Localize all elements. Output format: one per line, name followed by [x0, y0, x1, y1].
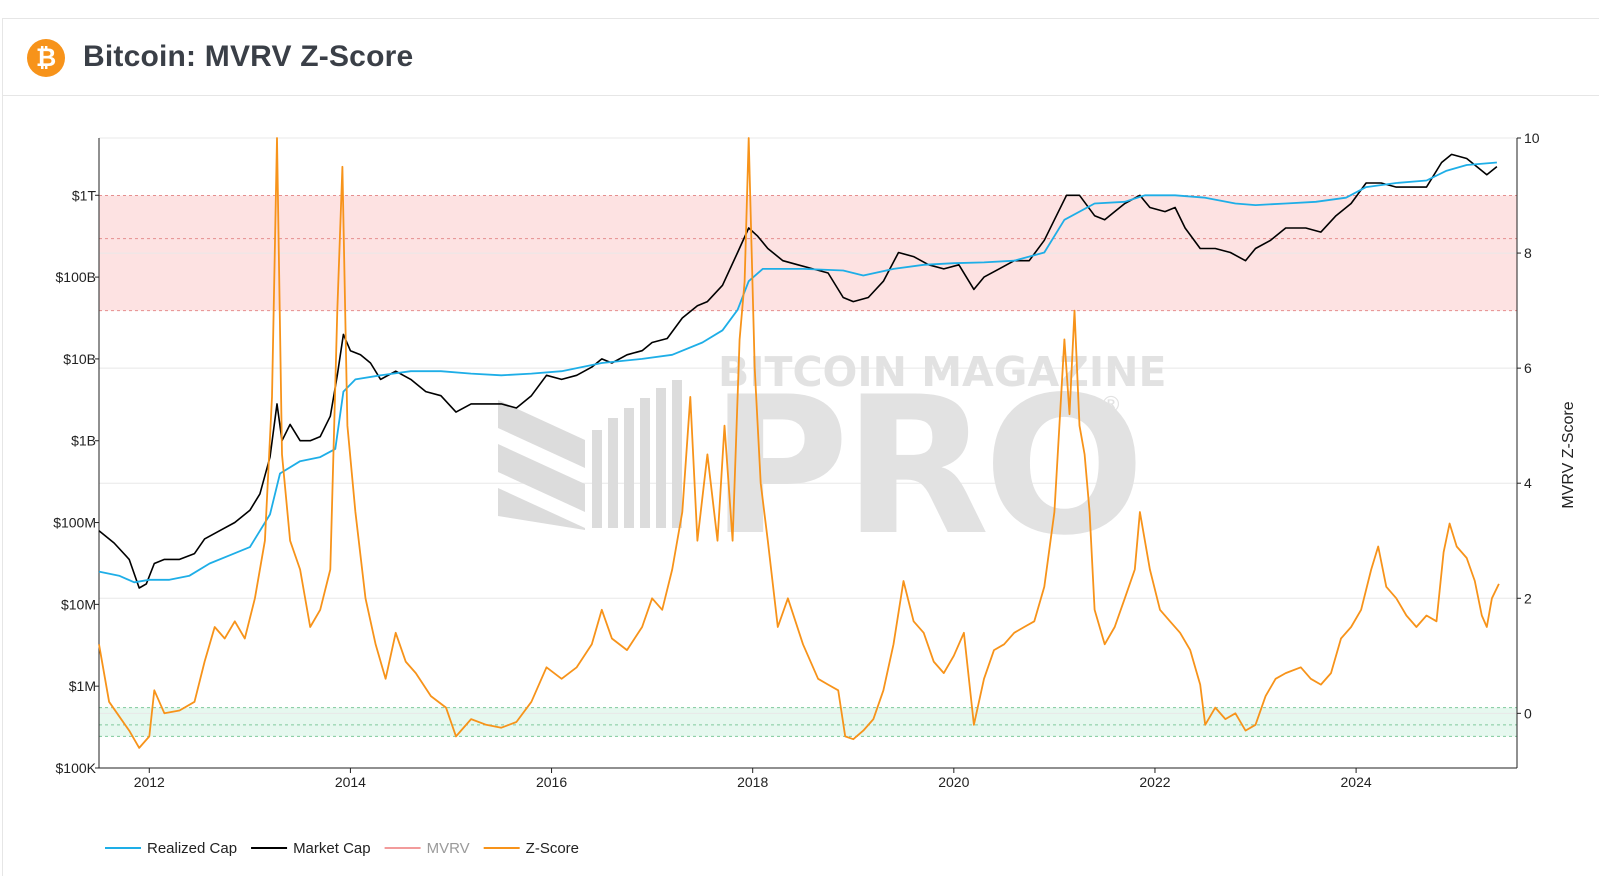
legend-item-mvrv[interactable]: MVRV [384, 840, 470, 857]
x-tick-label-6: 2024 [1341, 774, 1372, 790]
x-tick-label-4: 2020 [938, 774, 969, 790]
series-line-realized-cap [98, 161, 1497, 584]
right-tick-label-4: 8 [1524, 245, 1532, 261]
x-tick-label-3: 2018 [737, 774, 768, 790]
right-tick-label-3: 6 [1524, 360, 1532, 376]
x-tick-label-2: 2016 [536, 774, 567, 790]
legend-item-realized-cap[interactable]: Realized Cap [105, 840, 237, 857]
bitcoin-icon: ₿ [27, 39, 65, 77]
legend-label-mvrv: MVRV [427, 840, 470, 857]
chart-header: ₿ Bitcoin: MVRV Z-Score [3, 19, 1599, 96]
left-tick-label-2: $10M [61, 596, 96, 612]
x-tick-label-1: 2014 [335, 774, 366, 790]
right-tick-label-5: 10 [1524, 130, 1540, 146]
x-axis-ticks: 2012 2014 2016 2018 2020 2022 2024 [134, 768, 1372, 790]
legend-label-market-cap: Market Cap [293, 840, 371, 857]
legend-item-z-score[interactable]: Z-Score [483, 840, 579, 857]
axes [98, 138, 1518, 769]
watermark-registered-mark: ® [1100, 393, 1122, 418]
band-1 [99, 707, 1517, 737]
watermark-text-pro: PRO [710, 356, 1139, 577]
right-tick-label-1: 2 [1524, 590, 1532, 606]
legend-item-market-cap[interactable]: Market Cap [251, 840, 371, 857]
watermark-text-top: BITCOIN MAGAZINE [718, 348, 1166, 396]
series-line-z-score [98, 137, 1500, 749]
left-tick-label-6: $100B [56, 269, 96, 285]
chart-card: ₿ Bitcoin: MVRV Z-Score [2, 18, 1599, 876]
x-tick-label-5: 2022 [1139, 774, 1170, 790]
left-axis-ticks: $100K $1M $10M $100M $1B $10B $100B $1T [53, 187, 99, 776]
left-tick-label-3: $100M [53, 515, 96, 531]
watermark: BITCOIN MAGAZINE PRO ® [498, 348, 1166, 577]
series-line-market-cap [98, 153, 1498, 589]
legend-label-z-score: Z-Score [526, 840, 579, 857]
left-tick-label-7: $1T [72, 187, 97, 203]
left-tick-label-5: $10B [63, 351, 96, 367]
series-lines [98, 137, 1500, 749]
right-axis-ticks: 0 2 4 6 8 10 [1517, 130, 1540, 721]
watermark-logo-icon [498, 380, 682, 530]
legend-label-realized-cap: Realized Cap [147, 840, 237, 857]
right-tick-label-2: 4 [1524, 475, 1532, 491]
page-title: Bitcoin: MVRV Z-Score [83, 40, 414, 73]
right-tick-label-0: 0 [1524, 705, 1532, 721]
right-axis-title: MVRV Z-Score [1560, 401, 1577, 508]
left-tick-label-1: $1M [69, 678, 96, 694]
left-tick-label-0: $100K [56, 760, 97, 776]
left-tick-label-4: $1B [71, 433, 96, 449]
legend[interactable]: Realized Cap Market Cap MVRV Z-Score [105, 840, 579, 857]
x-tick-label-0: 2012 [134, 774, 165, 790]
